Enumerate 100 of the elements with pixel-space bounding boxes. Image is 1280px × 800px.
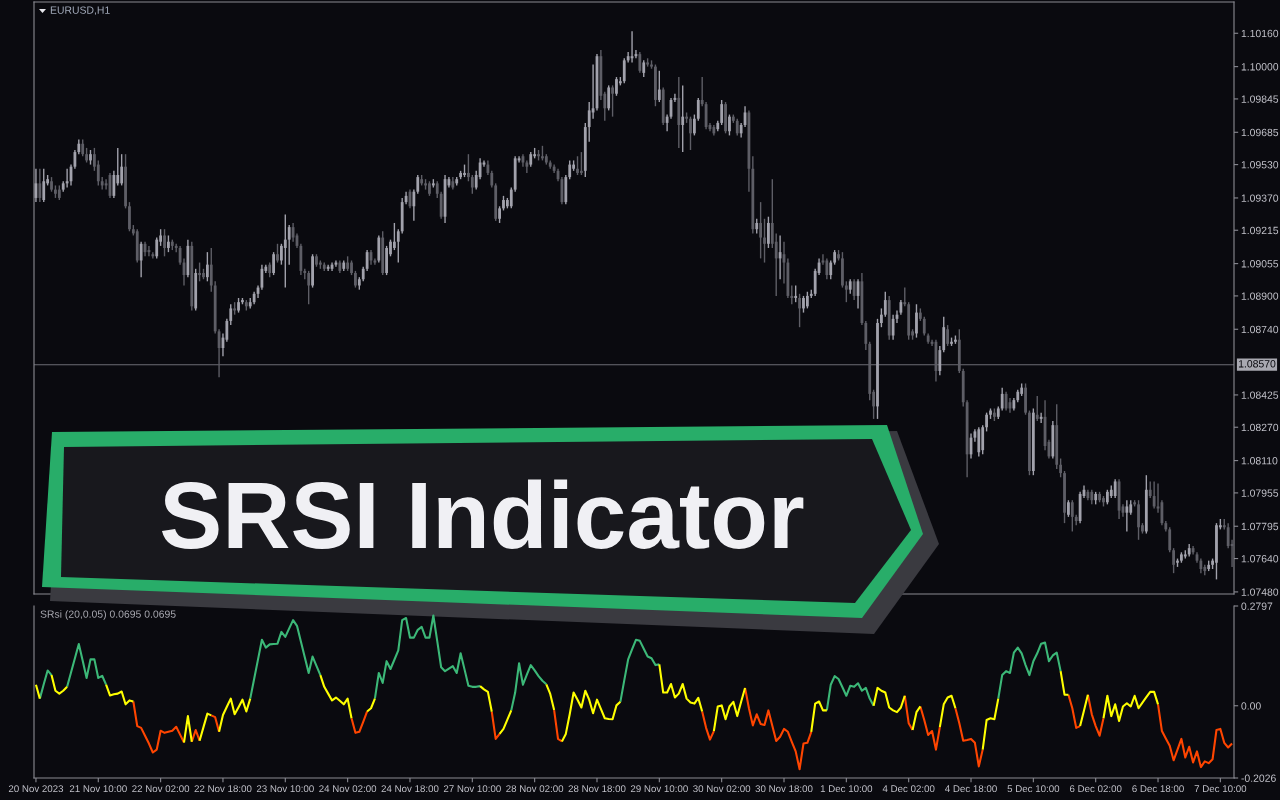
candlestick [728, 113, 731, 137]
candlestick [463, 163, 466, 178]
y-tick-label: 1.07480 [1241, 588, 1279, 596]
candlestick [428, 180, 431, 197]
candlestick [1035, 395, 1039, 422]
candlestick [424, 178, 427, 191]
y-tick-label: 1.09530 [1241, 161, 1279, 169]
candlestick [724, 101, 727, 135]
x-tick-label: 4 Dec 02:00 [882, 785, 935, 793]
candlestick [759, 201, 763, 260]
candlestick [981, 424, 985, 456]
y-tick-label: 1.07795 [1241, 522, 1279, 531]
candlestick [1028, 409, 1031, 476]
y-tick-label: 1.09685 [1241, 128, 1279, 137]
candlestick [128, 201, 131, 232]
candlestick [922, 316, 926, 337]
candlestick [903, 286, 907, 308]
candlestick [1102, 495, 1105, 508]
x-tick-label: 20 Nov 2023 [8, 785, 64, 793]
candlestick [1180, 551, 1183, 564]
candlestick [844, 280, 848, 303]
x-tick-label: 28 Nov 02:00 [506, 785, 564, 793]
candlestick [65, 168, 69, 189]
candlestick [205, 251, 209, 283]
x-tick-label: 1 Dec 10:00 [820, 785, 873, 793]
candlestick [470, 174, 474, 195]
candlestick [611, 84, 614, 118]
candlestick [763, 218, 766, 264]
candlestick [638, 51, 642, 74]
candlestick [537, 149, 540, 162]
candlestick [977, 426, 981, 458]
candlestick [202, 268, 205, 280]
candlestick [54, 184, 57, 199]
candlestick [276, 243, 279, 264]
candlestick [1024, 382, 1027, 416]
x-tick-label: 4 Dec 18:00 [945, 785, 997, 793]
x-tick-label: 7 Dec 10:00 [1194, 785, 1247, 793]
y-tick-label: 0.2797 [1241, 602, 1273, 610]
candlestick [696, 97, 700, 122]
candlestick [385, 245, 388, 276]
candlestick [1137, 499, 1140, 541]
y-tick-label: 1.09055 [1241, 260, 1279, 268]
candlestick [38, 168, 42, 203]
candlestick [498, 205, 501, 224]
candlestick [1059, 457, 1063, 478]
candlestick [689, 115, 692, 151]
candlestick [946, 324, 950, 347]
candlestick [311, 253, 314, 289]
y-tick-label: 1.09370 [1241, 194, 1279, 202]
candlestick [654, 63, 657, 107]
x-tick-label: 24 Nov 18:00 [381, 785, 439, 793]
chart-subtitle: EURUSD,H1 [50, 6, 110, 16]
candlestick [377, 234, 381, 264]
y-tick-label: 0.00 [1241, 702, 1261, 710]
x-tick-label: 28 Nov 18:00 [568, 785, 626, 793]
candlestick [283, 213, 287, 289]
candlestick [989, 407, 992, 420]
text: SRSI Indicator [161, 479, 804, 549]
candlestick [502, 195, 505, 212]
candlestick [880, 307, 883, 328]
candlestick [1113, 478, 1117, 499]
x-tick-label: 23 Nov 10:00 [256, 785, 314, 793]
candlestick [1215, 522, 1218, 581]
candlestick [985, 411, 988, 433]
candlestick [139, 241, 143, 278]
candlestick [1156, 482, 1160, 514]
candlestick [778, 234, 782, 280]
candlestick [237, 297, 240, 314]
candlestick [241, 297, 244, 305]
candlestick [1098, 491, 1101, 503]
candlestick [615, 76, 618, 97]
candlestick [467, 153, 470, 182]
candlestick [42, 168, 46, 203]
candlestick [720, 99, 724, 126]
candlestick [1172, 547, 1176, 574]
y-tick-label: 1.08110 [1241, 457, 1278, 465]
candlestick [883, 291, 887, 318]
candlestick [1176, 557, 1179, 568]
y-tick-label: 1.10000 [1241, 63, 1279, 71]
x-tick-label: 24 Nov 02:00 [319, 785, 377, 793]
chart-title: SRsi (20,0.05) 0.0695 0.0695 [40, 610, 176, 620]
x-tick-label: 5 Dec 10:00 [1007, 785, 1060, 793]
candlestick [1067, 499, 1070, 518]
candlestick [1152, 480, 1156, 510]
candlestick [163, 228, 166, 258]
candlestick [829, 259, 833, 280]
candlestick [915, 303, 918, 339]
candlestick [1125, 499, 1129, 533]
candlestick [576, 155, 579, 176]
candlestick [392, 222, 396, 251]
candlestick [825, 257, 829, 280]
candlestick [950, 336, 953, 347]
x-tick-label: 6 Dec 02:00 [1069, 785, 1122, 793]
candlestick [307, 270, 311, 305]
x-tick-label: 29 Nov 10:00 [630, 785, 688, 793]
candlestick [167, 234, 170, 253]
x-tick-label: 22 Nov 02:00 [132, 785, 190, 793]
y-tick-label: 1.07955 [1241, 489, 1279, 497]
y-tick-label: 1.08270 [1241, 423, 1279, 432]
candlestick [50, 176, 53, 193]
